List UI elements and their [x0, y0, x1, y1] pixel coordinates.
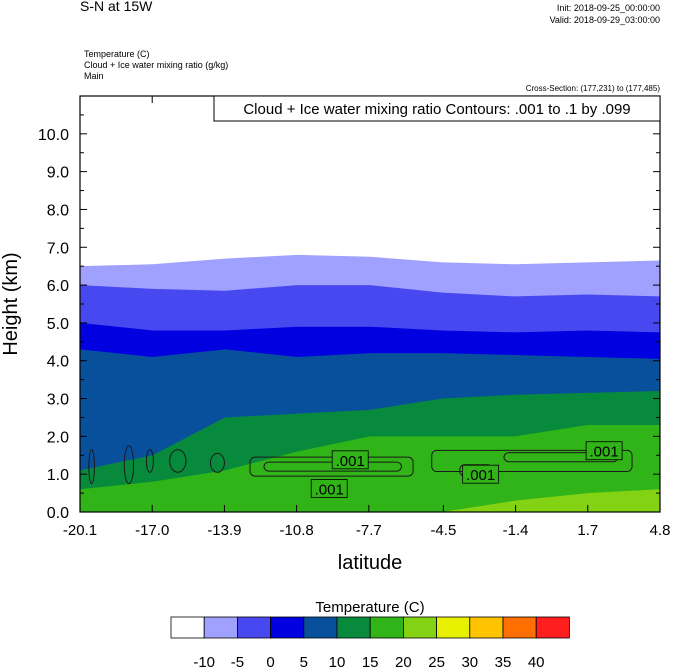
- colorbar-swatch: [203, 616, 238, 639]
- x-tick-label: 1.7: [577, 522, 598, 539]
- cloud-contour: [431, 449, 633, 473]
- cloud-contour: [88, 449, 95, 485]
- colorbar-label: 35: [495, 654, 512, 668]
- colorbar-swatch: [436, 616, 471, 639]
- x-tick-label: -4.5: [430, 522, 456, 539]
- y-tick-label: 1.0: [47, 467, 69, 484]
- x-tick-label: -17.0: [135, 522, 169, 539]
- x-tick-label: 4.8: [650, 522, 671, 539]
- x-tick-label: -1.4: [503, 522, 529, 539]
- contour-info-box: [213, 95, 661, 122]
- cloud-contour: [169, 449, 187, 473]
- init-time: Init: 2018-09-25_00:00:00: [556, 3, 660, 13]
- colorbar-swatch: [402, 616, 437, 639]
- x-tick-label: -7.7: [356, 522, 382, 539]
- contour-label-box: [585, 441, 623, 461]
- colorbar-title: Temperature (C): [315, 599, 424, 616]
- cloud-contour: [249, 456, 414, 477]
- colorbar-swatch: [170, 616, 205, 639]
- contour-label-box: [331, 450, 369, 470]
- temperature-layer: [80, 489, 660, 512]
- cloud-contour: [145, 449, 154, 473]
- y-tick-label: 0.0: [47, 505, 69, 522]
- valid-time: Valid: 2018-09-29_03:00:00: [549, 15, 660, 25]
- contour-info: Cloud + Ice water mixing ratio Contours:…: [243, 101, 630, 118]
- colorbar-swatch: [502, 616, 537, 639]
- contour-label: .001: [466, 467, 495, 484]
- cloud-contour: [209, 452, 225, 473]
- colorbar-label: 15: [362, 654, 379, 668]
- colorbar-label: 30: [461, 654, 478, 668]
- y-tick-label: 6.0: [47, 278, 69, 295]
- y-tick-label: 9.0: [47, 165, 69, 182]
- plot-title: S-N at 15W: [80, 0, 153, 14]
- colorbar-swatch: [236, 616, 271, 639]
- colorbar-swatch: [303, 616, 338, 639]
- init-valid-times: Init: 2018-09-25_00:00:00 Valid: 2018-09…: [550, 2, 660, 26]
- contour-label: .001: [589, 444, 618, 461]
- y-tick-label: 8.0: [47, 202, 69, 219]
- contour-label: .001: [336, 453, 365, 470]
- domain-name: Main: [84, 71, 104, 81]
- colorbar-label: 20: [395, 654, 412, 668]
- x-tick-label: -20.1: [63, 522, 97, 539]
- x-tick-label: -13.9: [207, 522, 241, 539]
- colorbar-swatch: [535, 616, 570, 639]
- cross-section-label: Cross-Section: (177,231) to (177,485): [525, 84, 660, 93]
- y-tick-label: 10.0: [38, 127, 69, 144]
- contour-label: .001: [315, 482, 344, 499]
- contour-label-box: [310, 479, 348, 498]
- field-cloud-ice: Cloud + Ice water mixing ratio (g/kg): [84, 60, 229, 70]
- y-axis-label: Height (km): [0, 252, 22, 355]
- colorbar-label: -5: [231, 654, 244, 668]
- colorbar-swatch: [336, 616, 371, 639]
- temperature-layer: [80, 425, 660, 512]
- y-tick-label: 7.0: [47, 240, 69, 257]
- field-temperature: Temperature (C): [84, 49, 150, 59]
- colorbar-label: 5: [300, 654, 308, 668]
- colorbar-label: 0: [266, 654, 274, 668]
- y-tick-label: 2.0: [47, 429, 69, 446]
- colorbar-swatch: [469, 616, 504, 639]
- y-tick-label: 3.0: [47, 392, 69, 409]
- y-tick-label: 4.0: [47, 354, 69, 371]
- colorbar-swatch: [270, 616, 305, 639]
- colorbar-label: -10: [193, 654, 215, 668]
- colorbar-label: 10: [329, 654, 346, 668]
- x-tick-label: -10.8: [280, 522, 314, 539]
- x-axis-label: latitude: [338, 552, 403, 574]
- contour-label-box: [462, 464, 500, 484]
- colorbar-swatch: [369, 616, 404, 639]
- colorbar-label: 40: [528, 654, 545, 668]
- field-list: Temperature (C) Cloud + Ice water mixing…: [84, 49, 228, 82]
- y-tick-label: 5.0: [47, 316, 69, 333]
- cloud-contour: [123, 445, 135, 485]
- colorbar-label: 25: [428, 654, 445, 668]
